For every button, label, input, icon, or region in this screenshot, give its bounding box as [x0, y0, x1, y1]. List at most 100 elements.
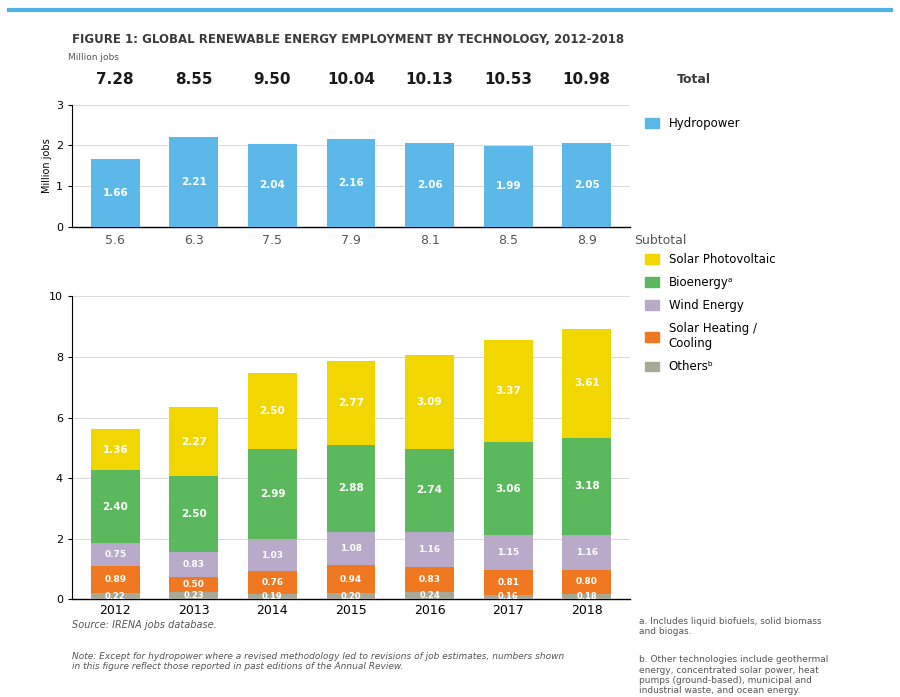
Text: 1.16: 1.16 [418, 545, 441, 554]
Text: 1.15: 1.15 [497, 548, 519, 557]
Text: 7.9: 7.9 [341, 234, 361, 247]
Text: a. Includes liquid biofuels, solid biomass
and biogas.: a. Includes liquid biofuels, solid bioma… [639, 617, 822, 636]
Text: 3.06: 3.06 [495, 484, 521, 493]
Text: 7.5: 7.5 [263, 234, 283, 247]
Bar [405, 532, 454, 567]
Bar [405, 449, 454, 532]
Text: 0.94: 0.94 [340, 574, 362, 583]
Text: 2.05: 2.05 [574, 180, 599, 190]
Text: 0.16: 0.16 [498, 592, 518, 602]
Text: 2.21: 2.21 [181, 176, 207, 187]
Text: 1.66: 1.66 [103, 187, 128, 198]
Bar [169, 408, 218, 476]
Bar [91, 592, 140, 599]
Text: 0.50: 0.50 [183, 581, 205, 590]
Bar [327, 361, 375, 445]
Text: 2.06: 2.06 [417, 180, 443, 190]
Text: 2.27: 2.27 [181, 437, 207, 447]
Text: 0.23: 0.23 [184, 592, 204, 600]
Text: 8.9: 8.9 [577, 234, 597, 247]
Text: 0.24: 0.24 [419, 591, 440, 600]
Bar [169, 476, 218, 552]
Text: 0.83: 0.83 [418, 575, 441, 584]
Text: 8.55: 8.55 [176, 72, 212, 87]
Text: 2.50: 2.50 [259, 406, 285, 416]
Text: 0.80: 0.80 [576, 577, 598, 586]
Bar [562, 329, 611, 438]
Text: 3.61: 3.61 [574, 378, 599, 388]
Bar [405, 567, 454, 592]
Legend: Solar Photovoltaic, Bioenergyᵃ, Wind Energy, Solar Heating /
Cooling, Othersᵇ: Solar Photovoltaic, Bioenergyᵃ, Wind Ene… [645, 253, 775, 374]
Text: 2.50: 2.50 [181, 510, 207, 519]
Text: 0.81: 0.81 [497, 578, 519, 587]
Text: 0.19: 0.19 [262, 592, 283, 601]
Bar [484, 146, 533, 227]
Bar [484, 535, 533, 570]
Text: 10.53: 10.53 [484, 72, 532, 87]
Text: 2.40: 2.40 [103, 502, 128, 512]
Text: 6.3: 6.3 [184, 234, 203, 247]
Text: Note: Except for hydropower where a revised methodology led to revisions of job : Note: Except for hydropower where a revi… [72, 652, 564, 671]
Bar [327, 445, 375, 532]
Text: 1.03: 1.03 [261, 551, 284, 560]
Text: 2.16: 2.16 [338, 178, 364, 187]
Bar [327, 139, 375, 227]
Text: 0.20: 0.20 [341, 592, 361, 601]
Text: 10.13: 10.13 [406, 72, 454, 87]
Text: 2.88: 2.88 [338, 484, 364, 493]
Y-axis label: Million jobs: Million jobs [41, 138, 51, 193]
Text: 5.6: 5.6 [105, 234, 125, 247]
Bar [248, 571, 297, 594]
Bar [562, 594, 611, 599]
Text: 1.36: 1.36 [103, 445, 128, 454]
Text: 9.50: 9.50 [254, 72, 292, 87]
Bar [562, 143, 611, 227]
Text: 8.1: 8.1 [419, 234, 439, 247]
Bar [405, 355, 454, 449]
Text: Source: IRENA jobs database.: Source: IRENA jobs database. [72, 620, 217, 630]
Bar [327, 532, 375, 565]
Text: 10.98: 10.98 [562, 72, 611, 87]
Text: 0.76: 0.76 [261, 578, 284, 587]
Bar [91, 566, 140, 592]
Text: 2.77: 2.77 [338, 398, 364, 408]
Bar [169, 552, 218, 577]
Bar [91, 470, 140, 543]
Text: 3.09: 3.09 [417, 397, 443, 407]
Bar [484, 570, 533, 595]
Bar [484, 340, 533, 443]
Legend: Hydropower: Hydropower [645, 117, 740, 130]
Bar [405, 592, 454, 599]
Bar [484, 443, 533, 535]
Bar [91, 429, 140, 470]
Text: 0.22: 0.22 [105, 592, 126, 601]
Bar [91, 159, 140, 227]
Text: 0.89: 0.89 [104, 575, 126, 584]
Text: b. Other technologies include geothermal
energy, concentrated solar power, heat
: b. Other technologies include geothermal… [639, 655, 828, 696]
Text: 2.04: 2.04 [259, 180, 285, 190]
Bar [248, 594, 297, 599]
Bar [405, 143, 454, 227]
Text: Subtotal: Subtotal [634, 234, 687, 247]
Bar [248, 449, 297, 539]
Text: 1.08: 1.08 [340, 544, 362, 553]
Bar [248, 539, 297, 571]
Text: 3.18: 3.18 [574, 482, 599, 491]
Text: FIGURE 1: GLOBAL RENEWABLE ENERGY EMPLOYMENT BY TECHNOLOGY, 2012-2018: FIGURE 1: GLOBAL RENEWABLE ENERGY EMPLOY… [72, 33, 624, 46]
Text: 2.99: 2.99 [260, 489, 285, 499]
Bar [248, 373, 297, 449]
Bar [327, 565, 375, 593]
Bar [248, 144, 297, 227]
Bar [169, 137, 218, 227]
Bar [484, 595, 533, 599]
Bar [327, 593, 375, 599]
Bar [169, 592, 218, 599]
Text: 7.28: 7.28 [96, 72, 134, 87]
Text: Million jobs: Million jobs [68, 53, 119, 62]
Text: 3.37: 3.37 [495, 386, 521, 397]
Bar [562, 535, 611, 569]
Text: 8.5: 8.5 [499, 234, 518, 247]
Text: 10.04: 10.04 [327, 72, 375, 87]
Text: 1.16: 1.16 [576, 548, 598, 557]
Bar [562, 438, 611, 535]
